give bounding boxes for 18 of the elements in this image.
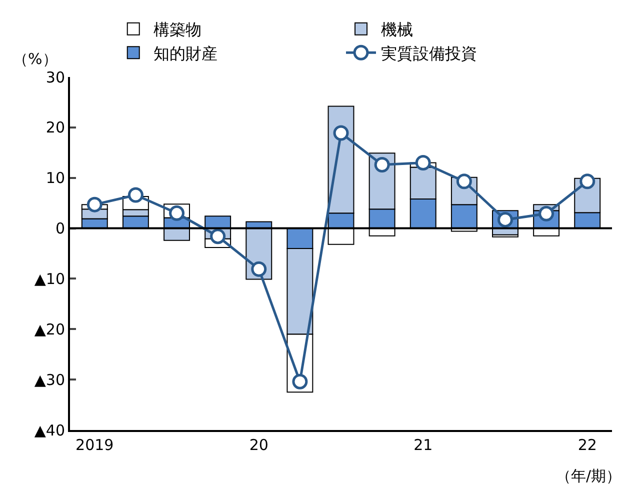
x-tick-label: 2019: [76, 436, 114, 454]
y-tick-label: ▲10: [34, 270, 65, 288]
y-tick-label: 20: [46, 118, 65, 137]
legend-label: 機械: [381, 20, 413, 40]
y-tick-label: ▲40: [34, 421, 65, 440]
y-tick-label: ▲30: [34, 370, 65, 389]
y-tick-label: 30: [46, 68, 65, 86]
x-tick-label: 21: [414, 436, 433, 454]
y-tick-label: 10: [46, 169, 65, 188]
x-tick-label: 22: [578, 436, 597, 454]
x-tick-label: 20: [249, 436, 268, 454]
x-axis-title: （年/期）: [556, 467, 622, 485]
y-tick-label: 0: [55, 220, 65, 238]
legend-label: 知的財産: [153, 44, 218, 63]
legend-label: 構築物: [153, 20, 202, 40]
legend-label: 実質設備投資: [381, 44, 477, 63]
y-axis-title: （%）: [13, 50, 58, 68]
y-tick-label: ▲20: [34, 320, 65, 338]
